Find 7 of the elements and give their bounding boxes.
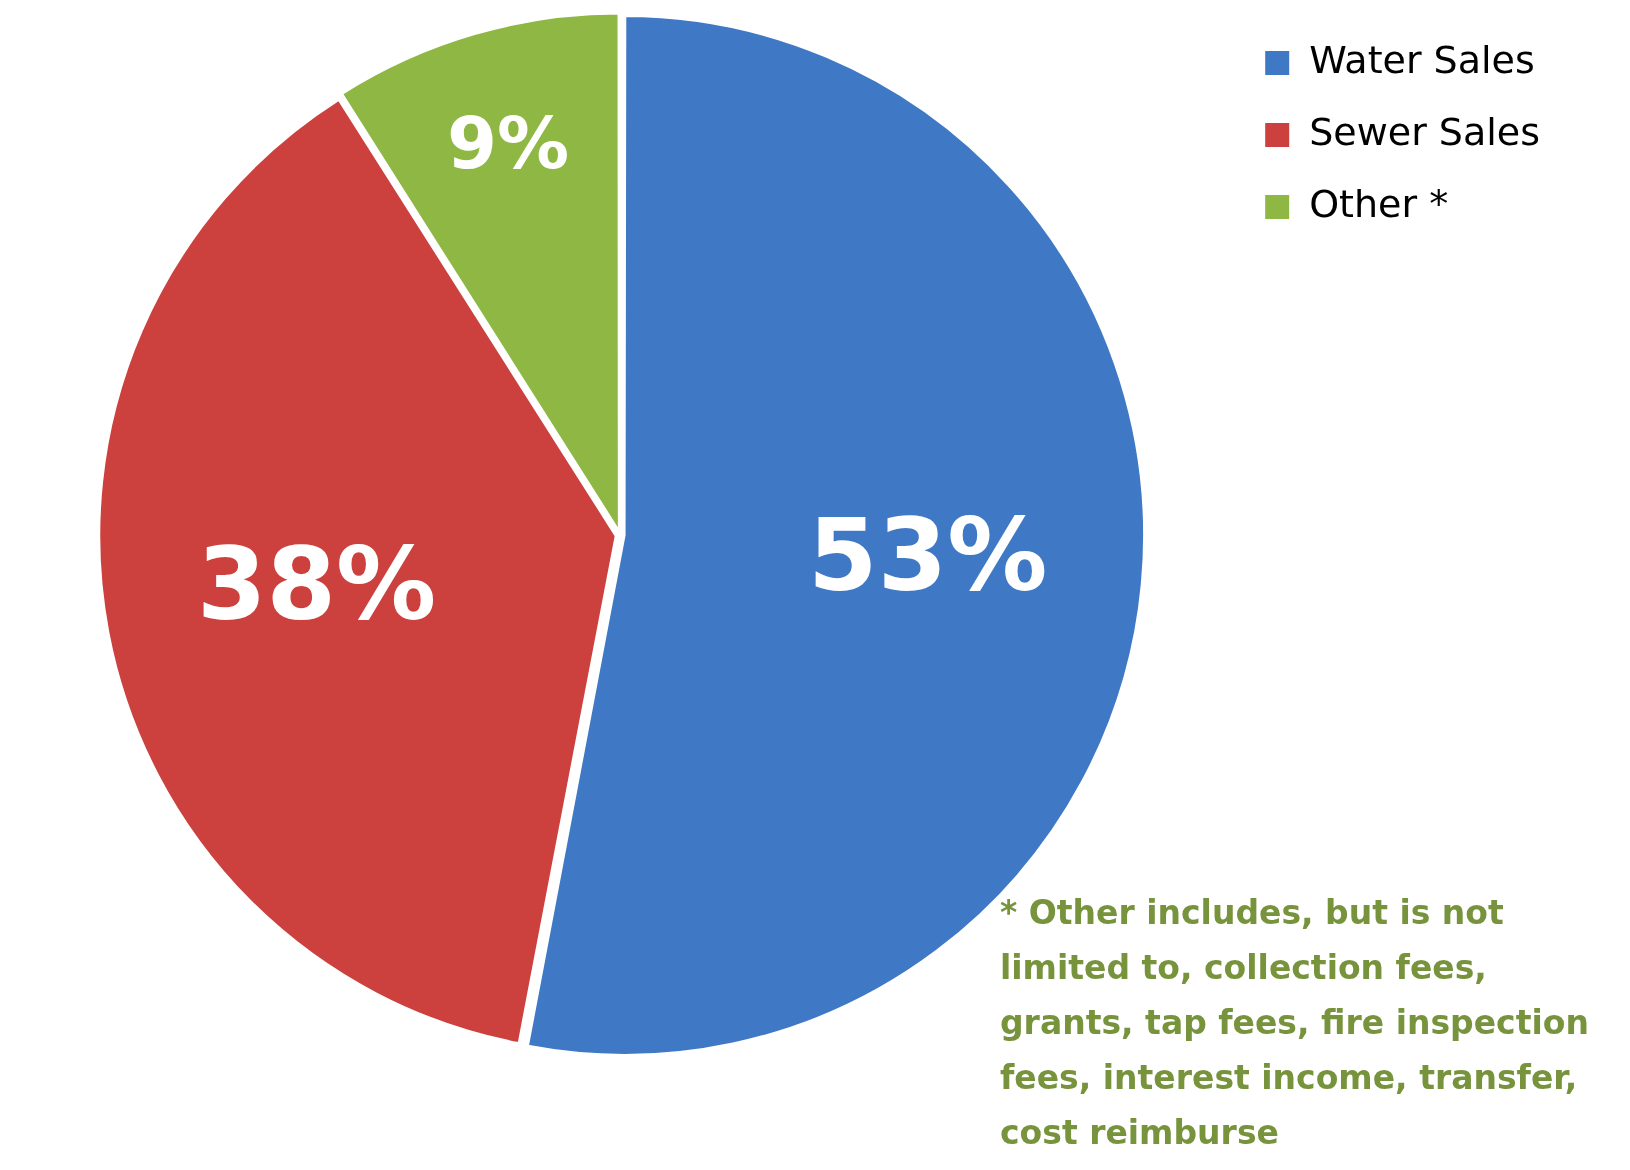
legend-label: Sewer Sales [1309, 109, 1541, 154]
legend-label: Other * [1309, 181, 1449, 226]
data-label: 38% [196, 525, 437, 643]
text: * Other includes, but is not limited to, collection fees, grants, tap fees, fire inspection fees, interest income, transfer, cost reimburse [1000, 892, 1590, 1154]
legend-label: Water Sales [1309, 37, 1535, 82]
data-label: 9% [446, 100, 570, 185]
data-label: 53% [808, 497, 1048, 615]
